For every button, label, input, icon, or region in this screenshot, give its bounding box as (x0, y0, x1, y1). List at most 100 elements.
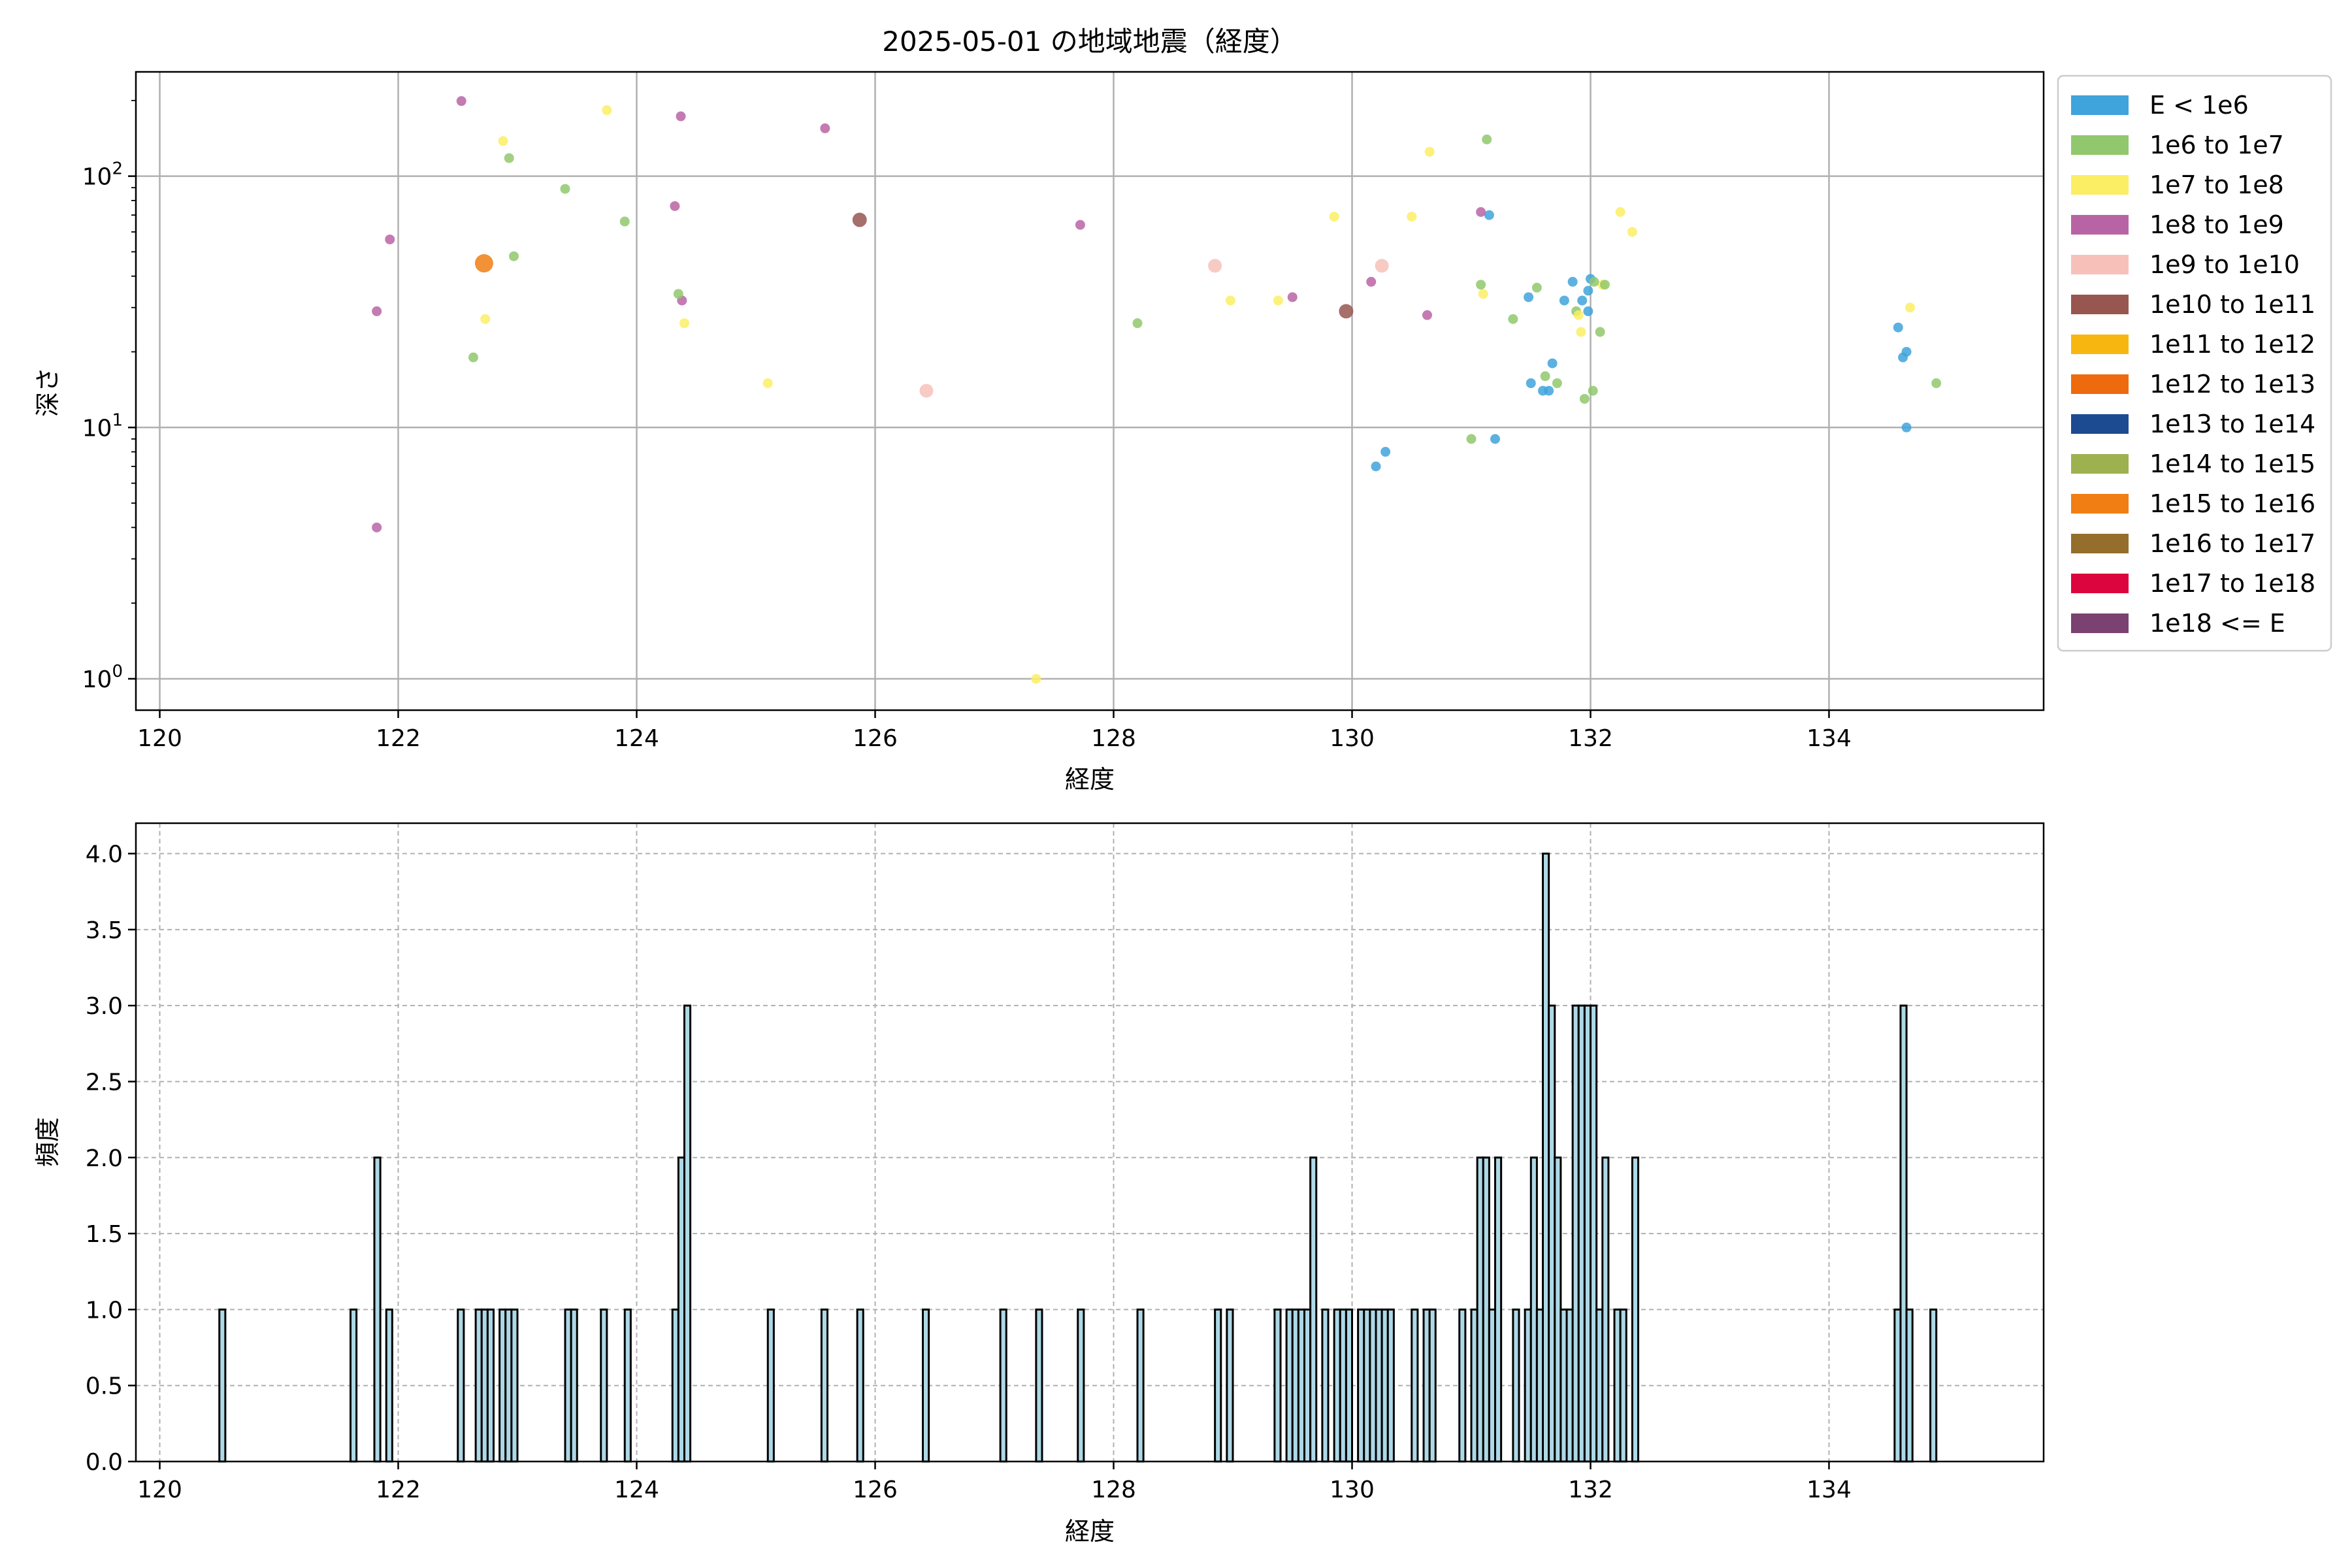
histogram-y-tick-label: 4.0 (86, 841, 123, 868)
histogram-bar (999, 1308, 1007, 1463)
histogram-plot: 120 122 124 126 128 130 132 134 0.0 0.5 1.0 1.5 2.0… (33, 822, 2045, 1546)
legend-items: E < 1e6 1e6 to 1e7 1e7 to 1e8 1e8 to 1e9 1e9… (2071, 91, 2315, 638)
histogram-bar (1321, 1308, 1330, 1463)
legend-swatch (2071, 335, 2129, 354)
scatter-point (1407, 212, 1417, 222)
histogram-bar (1512, 1308, 1520, 1463)
scatter-point (1375, 259, 1389, 273)
scatter-x-tick-label: 120 (137, 725, 182, 752)
histogram-x-tick-label: 126 (853, 1477, 898, 1503)
histogram-bar (1273, 1308, 1282, 1463)
scatter-point (1599, 280, 1610, 290)
scatter-point (1371, 461, 1381, 472)
scatter-point (1484, 210, 1494, 220)
histogram-bar (1386, 1308, 1395, 1463)
histogram-bar (1136, 1308, 1145, 1463)
scatter-point (1476, 207, 1486, 218)
legend-label: 1e12 to 1e13 (2149, 370, 2315, 399)
scatter-point (1567, 276, 1578, 287)
histogram-bar (1214, 1308, 1222, 1463)
scatter-point (1526, 378, 1536, 389)
histogram-bar (766, 1308, 775, 1463)
scatter-point (1531, 282, 1542, 293)
histogram-bar (350, 1308, 358, 1463)
histogram-bar (1494, 1156, 1503, 1463)
scatter-axes-frame (135, 71, 2045, 711)
scatter-point (372, 306, 382, 316)
histogram-bar (1929, 1308, 1938, 1463)
legend-swatch (2071, 494, 2129, 514)
scatter-x-tick-label: 122 (376, 725, 421, 752)
scatter-x-tick-label: 134 (1806, 725, 1852, 752)
scatter-point (1490, 434, 1500, 444)
scatter-x-tick-label: 126 (853, 725, 898, 752)
histogram-y-tick-label: 1.5 (86, 1221, 123, 1248)
scatter-plot: 120 122 124 126 128 130 132 134 100 101 102 経度 深さ (33, 71, 2045, 794)
scatter-point (670, 201, 680, 211)
histogram-bar (486, 1308, 495, 1463)
scatter-point (602, 105, 612, 116)
scatter-point (1287, 292, 1298, 302)
legend-label: 1e18 <= E (2149, 609, 2285, 638)
histogram-y-tick-label: 0.0 (86, 1449, 123, 1476)
legend-swatch (2071, 534, 2129, 553)
scatter-point (1576, 327, 1586, 337)
histogram-x-tick-label: 132 (1568, 1477, 1613, 1503)
scatter-y-ticks: 100 101 102 (82, 99, 136, 693)
scatter-point (1559, 295, 1569, 306)
histogram-bar (683, 1004, 692, 1463)
scatter-point (372, 522, 382, 532)
histogram-x-ticks: 120 122 124 126 128 130 132 134 (137, 1462, 1852, 1503)
scatter-point (1524, 292, 1534, 302)
histogram-bar (1619, 1308, 1627, 1463)
scatter-point (1031, 674, 1041, 684)
scatter-point (480, 314, 491, 324)
histogram-y-tick-label: 3.5 (86, 917, 123, 944)
scatter-point (1273, 295, 1283, 306)
scatter-point (498, 136, 508, 146)
legend-label: 1e8 to 1e9 (2149, 210, 2284, 239)
scatter-point (504, 153, 514, 163)
scatter-x-label: 経度 (1065, 765, 1115, 794)
histogram-x-tick-label: 128 (1091, 1477, 1136, 1503)
scatter-point (1540, 371, 1550, 382)
legend: E < 1e6 1e6 to 1e7 1e7 to 1e8 1e8 to 1e9 1e9… (2057, 74, 2332, 652)
scatter-point (1579, 393, 1590, 404)
histogram-y-tick-label: 2.5 (86, 1069, 123, 1096)
legend-swatch (2071, 175, 2129, 195)
legend-frame (2057, 74, 2332, 652)
scatter-point (762, 378, 773, 389)
scatter-x-tick-label: 124 (614, 725, 659, 752)
scatter-point (1466, 434, 1477, 444)
legend-label: 1e11 to 1e12 (2149, 330, 2315, 359)
histogram-bar (218, 1308, 227, 1463)
legend-label: 1e10 to 1e11 (2149, 290, 2315, 319)
scatter-point (1905, 302, 1916, 313)
scatter-point (679, 318, 689, 329)
histogram-y-ticks: 0.0 0.5 1.0 1.5 2.0 2.5 3.0 3.5 4.0 (86, 841, 136, 1476)
legend-swatch (2071, 215, 2129, 235)
scatter-x-tick-label: 130 (1330, 725, 1375, 752)
scatter-y-tick-label: 102 (82, 159, 123, 191)
scatter-point (820, 123, 830, 133)
legend-label: 1e7 to 1e8 (2149, 171, 2284, 199)
scatter-point (1476, 280, 1486, 290)
histogram-bar (1226, 1308, 1234, 1463)
scatter-point (1547, 358, 1558, 368)
legend-swatch (2071, 574, 2129, 593)
scatter-point (1577, 295, 1588, 306)
scatter-point (852, 212, 867, 227)
scatter-point (1583, 286, 1593, 296)
histogram-bar (1309, 1156, 1318, 1463)
scatter-y-label: 深さ (33, 367, 62, 417)
scatter-point (1339, 304, 1354, 319)
scatter-y-tick-label: 101 (82, 410, 123, 442)
histogram-bar (510, 1308, 519, 1463)
legend-swatch (2071, 454, 2129, 474)
scatter-title: 2025-05-01 の地域地震（経度） (882, 25, 1297, 57)
scatter-x-tick-label: 128 (1091, 725, 1136, 752)
scatter-point (1366, 276, 1377, 287)
histogram-x-label: 経度 (1065, 1517, 1115, 1546)
histogram-y-tick-label: 2.0 (86, 1145, 123, 1172)
scatter-point (1544, 385, 1554, 396)
